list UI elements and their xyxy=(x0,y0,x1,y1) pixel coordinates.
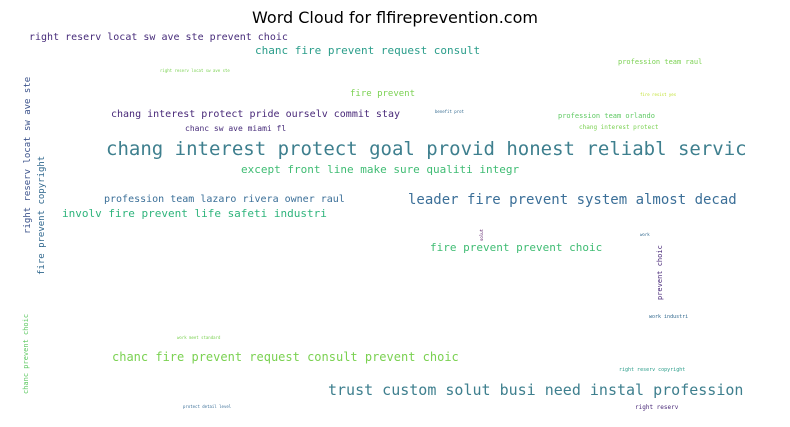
cloud-word: involv fire prevent life safeti industri xyxy=(62,207,327,220)
cloud-word: trust custom solut busi need instal prof… xyxy=(328,381,744,399)
cloud-word: chang interest protect xyxy=(579,124,659,131)
cloud-word: chanc sw ave miami fl xyxy=(185,124,287,133)
cloud-word: right reserv locat sw ave ste xyxy=(23,76,33,234)
cloud-word: right reserv xyxy=(635,404,679,411)
cloud-word: work xyxy=(640,232,650,237)
cloud-word: work industri xyxy=(649,314,689,320)
cloud-word: profession team lazaro rivera owner raul xyxy=(104,194,345,205)
cloud-word: work meet standard xyxy=(177,335,221,340)
cloud-word: profession team raul xyxy=(618,58,703,66)
chart-title: Word Cloud for flfireprevention.com xyxy=(252,8,538,27)
cloud-word: chanc fire prevent request consult preve… xyxy=(112,350,459,364)
cloud-word: right reserv locat sw ave ste xyxy=(160,68,230,73)
cloud-word: prevent choic xyxy=(656,245,664,300)
cloud-word: right reserv locat sw ave ste prevent ch… xyxy=(29,32,288,43)
cloud-word: leader fire prevent system almost decad xyxy=(408,192,737,208)
cloud-word: chang interest protect pride ourselv com… xyxy=(111,109,400,120)
cloud-word: protect detail level xyxy=(183,404,232,409)
cloud-word: benefit prot xyxy=(435,109,464,114)
cloud-word: chanc fire prevent request consult xyxy=(255,44,481,57)
cloud-word: chang interest protect goal provid hones… xyxy=(106,138,747,160)
cloud-word: solut xyxy=(479,228,484,241)
cloud-word: fire resist yes xyxy=(640,92,677,97)
cloud-word: profession team orlando xyxy=(558,112,655,120)
cloud-word: fire prevent copyright xyxy=(37,155,47,275)
cloud-word: fire prevent prevent choic xyxy=(430,241,603,254)
cloud-word: fire prevent xyxy=(350,89,416,99)
cloud-word: chanc prevent choic xyxy=(22,313,30,394)
cloud-word: except front line make sure qualiti inte… xyxy=(241,163,520,176)
cloud-word: right reserv copyright xyxy=(619,367,686,373)
